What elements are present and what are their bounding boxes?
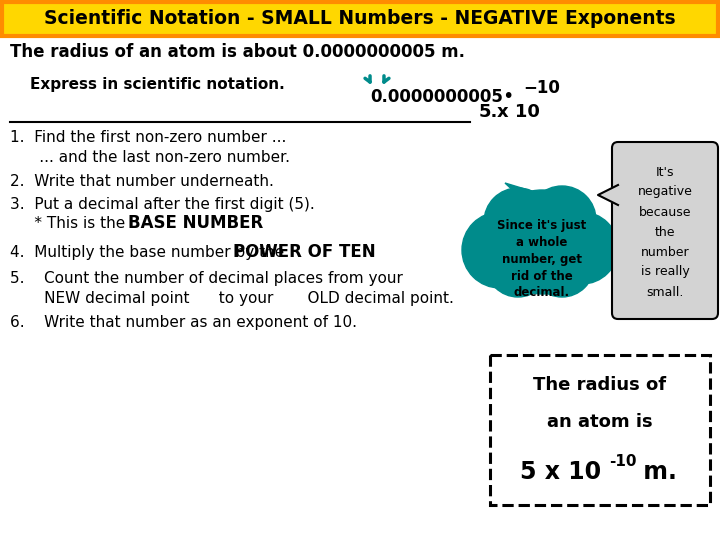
Text: x 10: x 10: [497, 103, 539, 121]
Text: Express in scientific notation.: Express in scientific notation.: [30, 78, 284, 92]
Text: 5 x 10: 5 x 10: [520, 460, 601, 484]
FancyBboxPatch shape: [2, 2, 718, 36]
Text: ... and the last non-zero number.: ... and the last non-zero number.: [10, 151, 290, 165]
Text: It's: It's: [656, 165, 674, 179]
Text: 4.  Multiply the base number by the: 4. Multiply the base number by the: [10, 245, 289, 260]
Text: negative: negative: [638, 186, 693, 199]
Circle shape: [530, 233, 594, 297]
Text: small.: small.: [647, 286, 684, 299]
Text: number, get: number, get: [502, 253, 582, 266]
FancyBboxPatch shape: [612, 142, 718, 319]
Text: The radius of: The radius of: [534, 376, 667, 394]
Text: POWER OF TEN: POWER OF TEN: [233, 243, 376, 261]
Text: number: number: [641, 246, 689, 259]
Text: * This is the: * This is the: [10, 215, 130, 231]
Text: m.: m.: [635, 460, 677, 484]
Polygon shape: [505, 183, 538, 197]
Text: the: the: [654, 226, 675, 239]
FancyBboxPatch shape: [490, 355, 710, 505]
Text: 3.  Put a decimal after the first digit (5).: 3. Put a decimal after the first digit (…: [10, 198, 315, 213]
Text: a whole: a whole: [516, 235, 567, 248]
Text: Scientific Notation - SMALL Numbers - NEGATIVE Exponents: Scientific Notation - SMALL Numbers - NE…: [44, 10, 676, 29]
Text: decimal.: decimal.: [514, 287, 570, 300]
Circle shape: [484, 188, 552, 256]
Text: 1.  Find the first non-zero number ...: 1. Find the first non-zero number ...: [10, 131, 287, 145]
Text: because: because: [639, 206, 691, 219]
Circle shape: [486, 233, 550, 297]
Text: Since it's just: Since it's just: [498, 219, 587, 232]
Text: -10: -10: [609, 454, 636, 469]
Text: −10: −10: [523, 79, 560, 97]
Text: The radius of an atom is about 0.0000000005 m.: The radius of an atom is about 0.0000000…: [10, 43, 465, 61]
Circle shape: [546, 212, 618, 284]
Polygon shape: [598, 185, 618, 205]
Text: 2.  Write that number underneath.: 2. Write that number underneath.: [10, 174, 274, 190]
Text: BASE NUMBER: BASE NUMBER: [128, 214, 263, 232]
Text: •: •: [503, 87, 513, 106]
Circle shape: [528, 186, 596, 254]
Text: 0.0000000005: 0.0000000005: [370, 88, 503, 106]
Text: an atom is: an atom is: [547, 413, 653, 431]
Circle shape: [462, 212, 538, 288]
Text: 5.: 5.: [478, 103, 498, 121]
Text: NEW decimal point      to your       OLD decimal point.: NEW decimal point to your OLD decimal po…: [10, 291, 454, 306]
Text: rid of the: rid of the: [511, 269, 573, 282]
Text: 6.    Write that number as an exponent of 10.: 6. Write that number as an exponent of 1…: [10, 314, 357, 329]
Text: 5.    Count the number of decimal places from your: 5. Count the number of decimal places fr…: [10, 271, 403, 286]
Text: is really: is really: [641, 266, 689, 279]
Circle shape: [490, 190, 594, 294]
